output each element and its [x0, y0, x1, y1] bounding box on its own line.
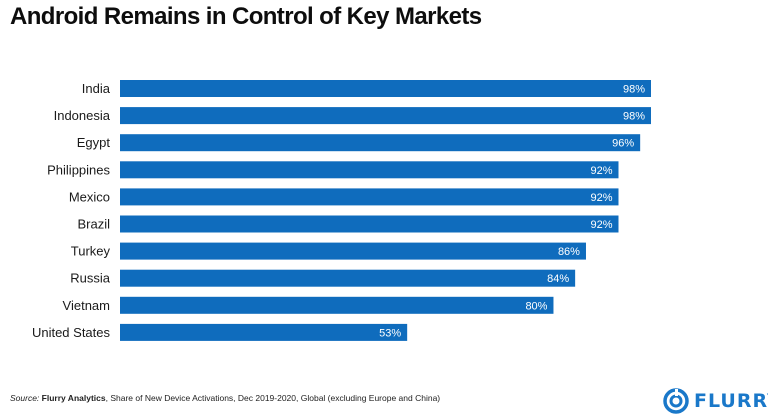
source-note: Source: Flurry Analytics, Share of New D…: [10, 393, 440, 403]
category-label-egypt: Egypt: [77, 135, 111, 150]
bar-brazil: [120, 215, 619, 233]
bar-egypt: [120, 134, 641, 152]
source-label: Source:: [10, 393, 40, 403]
bar-india: [120, 80, 651, 97]
value-label-indonesia: 98%: [623, 111, 645, 123]
bar-philippines: [120, 161, 619, 179]
value-label-russia: 84%: [547, 273, 569, 285]
category-label-russia: Russia: [70, 271, 111, 286]
value-label-mexico: 92%: [590, 192, 612, 204]
bar-vietnam: [120, 296, 554, 314]
value-label-brazil: 92%: [590, 219, 612, 231]
source-details: , Share of New Device Activations, Dec 2…: [105, 393, 441, 403]
category-label-united-states: United States: [32, 325, 111, 340]
value-label-egypt: 96%: [612, 138, 634, 150]
bar-indonesia: [120, 107, 651, 125]
category-label-brazil: Brazil: [77, 217, 110, 232]
value-label-united-states: 53%: [379, 327, 401, 339]
flurry-swirl-icon: [663, 388, 689, 414]
value-label-philippines: 92%: [590, 165, 612, 177]
category-label-turkey: Turkey: [71, 244, 111, 259]
chart-title: Android Remains in Control of Key Market…: [10, 3, 482, 30]
category-label-india: India: [82, 81, 111, 96]
category-label-mexico: Mexico: [69, 189, 110, 204]
value-label-turkey: 86%: [558, 246, 580, 258]
logo-text: FLURRY: [694, 390, 768, 412]
category-label-indonesia: Indonesia: [54, 108, 111, 123]
category-label-vietnam: Vietnam: [63, 298, 110, 313]
bar-russia: [120, 269, 576, 287]
source-name: Flurry Analytics: [41, 393, 106, 403]
value-label-vietnam: 80%: [525, 300, 547, 312]
bar-mexico: [120, 188, 619, 206]
bar-united-states: [120, 323, 408, 341]
value-label-india: 98%: [623, 84, 645, 96]
bar-turkey: [120, 242, 586, 260]
category-label-philippines: Philippines: [47, 162, 110, 177]
flurry-logo: FLURRY: [663, 388, 768, 414]
